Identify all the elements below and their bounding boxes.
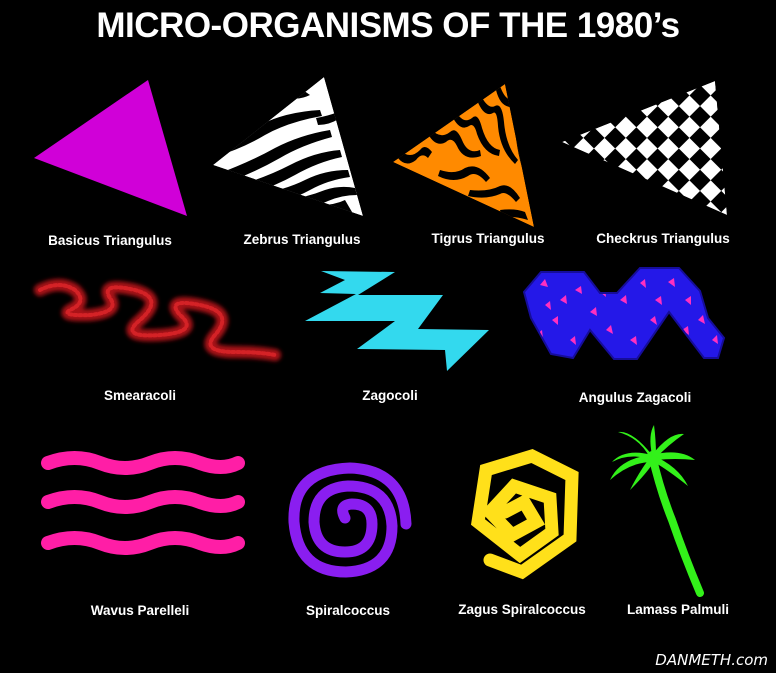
label-zebrus-triangulus: Zebrus Triangulus [243, 232, 361, 247]
label-wavus-parelleli: Wavus Parelleli [90, 603, 190, 618]
spiralcoccus-shape [288, 462, 412, 578]
signature-logo: DANMETH.com [655, 651, 768, 669]
label-basicus-triangulus: Basicus Triangulus [48, 233, 172, 248]
wavus-parelleli-shape [41, 451, 245, 555]
label-zagocoli: Zagocoli [362, 388, 418, 403]
page-title: MICRO-ORGANISMS OF THE 1980’s [96, 6, 680, 45]
tigrus-triangulus-shape [393, 84, 534, 227]
checkrus-triangulus-shape [562, 81, 727, 215]
lamass-palmuli-shape [610, 425, 704, 597]
zagocoli-shape [305, 271, 489, 371]
basicus-triangulus-shape [34, 80, 187, 216]
smearacoli-shape [34, 279, 281, 361]
label-lamass-palmuli: Lamass Palmuli [626, 602, 730, 617]
label-tigrus-triangulus: Tigrus Triangulus [431, 231, 545, 246]
angulus-zagacoli-shape [522, 267, 726, 360]
zebrus-triangulus-shape [213, 77, 363, 216]
label-zagus-spiralcoccus: Zagus Spiralcoccus [458, 602, 586, 617]
label-spiralcoccus: Spiralcoccus [305, 603, 391, 618]
zagus-spiralcoccus-shape [470, 449, 579, 580]
label-angulus-zagacoli: Angulus Zagacoli [578, 390, 692, 405]
label-checkrus-triangulus: Checkrus Triangulus [596, 231, 730, 246]
label-smearacoli: Smearacoli [103, 388, 177, 403]
